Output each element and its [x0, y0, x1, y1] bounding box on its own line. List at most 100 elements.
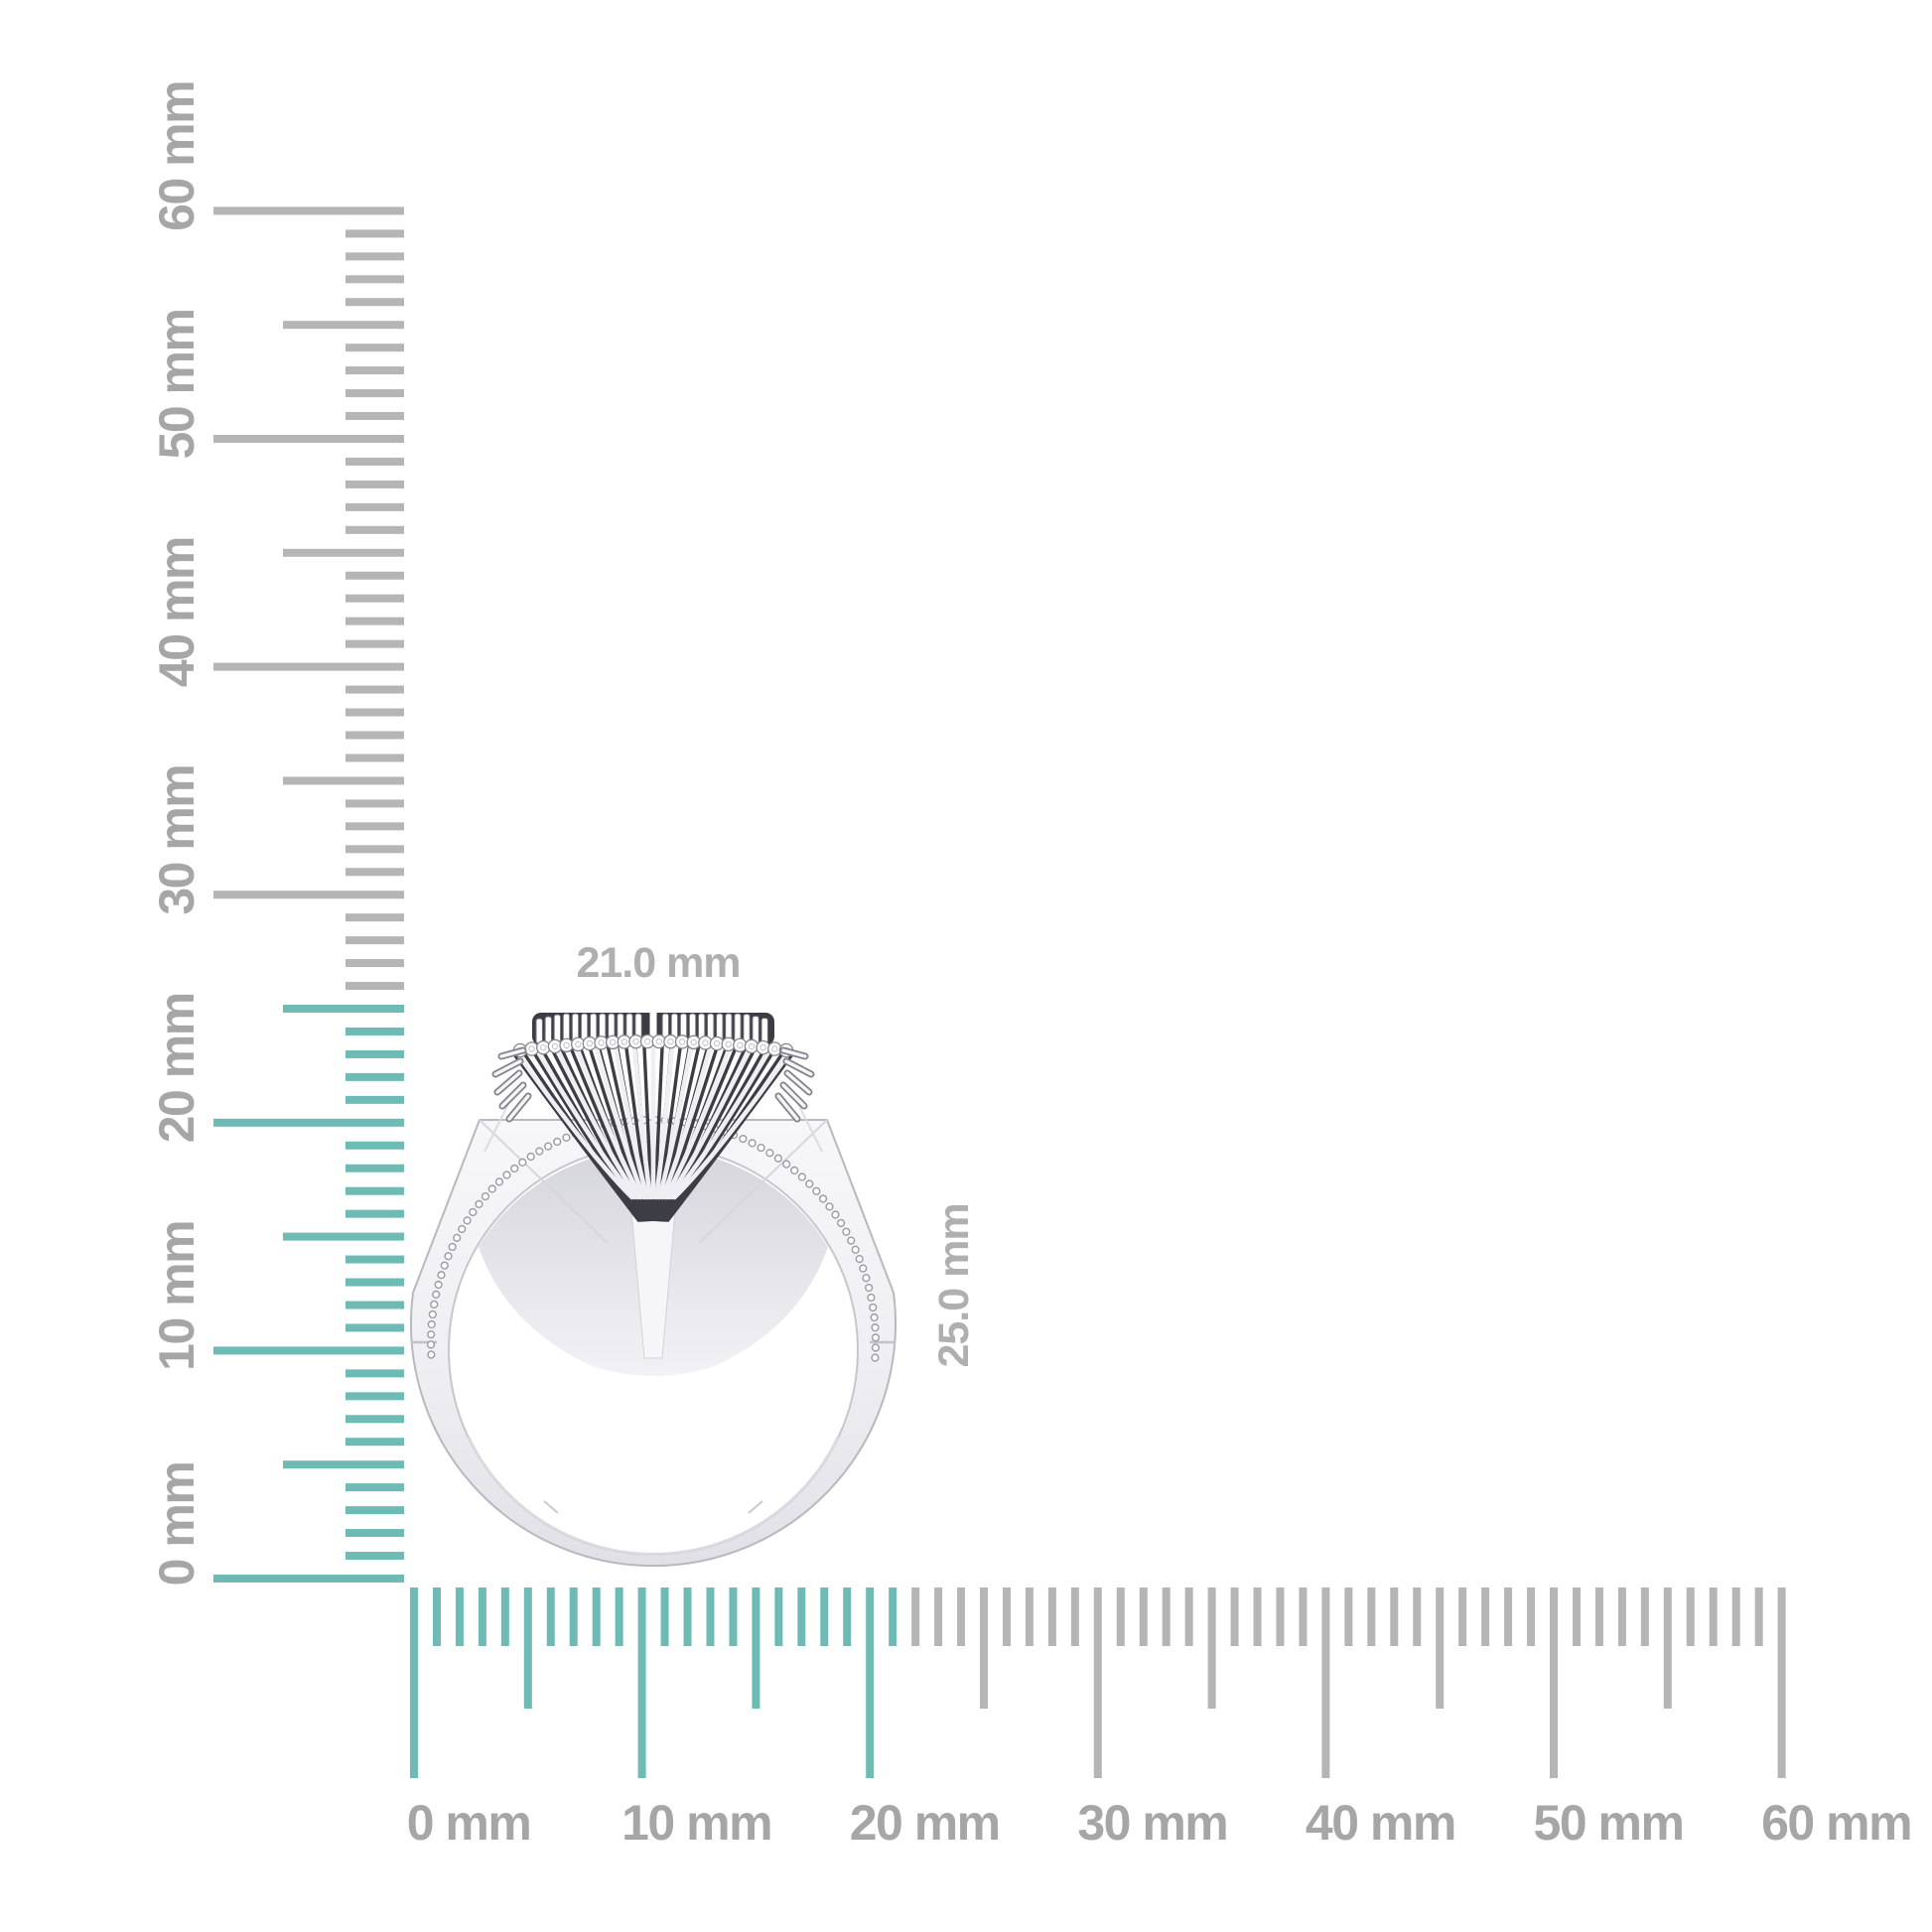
halo-diamond-facet: [551, 1042, 559, 1050]
v-ruler-tick-53mm: [345, 366, 404, 375]
crown-baguette: [760, 1017, 768, 1044]
h-ruler-tick-16mm: [774, 1587, 783, 1646]
v-ruler-tick-19mm: [345, 1141, 404, 1150]
v-ruler-tick-27mm: [345, 959, 404, 968]
h-ruler-tick-48mm: [1504, 1587, 1513, 1646]
halo-diamond-facet: [528, 1045, 535, 1052]
milgrain-dot: [481, 1191, 490, 1201]
milgrain-dot: [805, 1179, 814, 1188]
halo-diamond-facet: [575, 1040, 582, 1048]
v-ruler-tick-5mm: [283, 1460, 404, 1469]
side-prong-highlight: [784, 1059, 813, 1076]
h-ruler-tick-59mm: [1754, 1587, 1763, 1646]
shoulder-facet-left: [479, 1119, 609, 1244]
h-ruler-tick-43mm: [1390, 1587, 1399, 1646]
v-ruler-tick-8mm: [345, 1392, 404, 1401]
milgrain-dot: [469, 1207, 478, 1217]
h-ruler-tick-6mm: [546, 1587, 555, 1646]
h-ruler-tick-38mm: [1276, 1587, 1285, 1646]
v-ruler-tick-29mm: [345, 913, 404, 922]
v-ruler-label-50mm: 50 mm: [149, 310, 205, 460]
v-ruler-tick-52mm: [345, 389, 404, 398]
milgrain-dot: [837, 1218, 846, 1228]
crown-baguette: [544, 1016, 552, 1044]
halo-diamond-facet: [632, 1037, 639, 1045]
milgrain-dot: [773, 1154, 783, 1163]
v-ruler-tick-3mm: [345, 1506, 404, 1515]
v-ruler-tick-1mm: [345, 1552, 404, 1561]
side-prong-highlight: [499, 1048, 525, 1058]
h-ruler-tick-23mm: [934, 1587, 943, 1646]
milgrain-dot: [851, 1245, 860, 1254]
milgrain-dot: [518, 1158, 527, 1167]
milgrain-dot: [870, 1312, 879, 1322]
h-ruler-label-50mm: 50 mm: [1534, 1795, 1684, 1851]
h-ruler-tick-41mm: [1344, 1587, 1353, 1646]
milgrain-dot: [862, 1274, 871, 1283]
h-ruler-tick-26mm: [1002, 1587, 1011, 1646]
ring-side-prongs: [491, 1046, 815, 1123]
h-ruler-tick-12mm: [683, 1587, 692, 1646]
v-ruler-tick-4mm: [345, 1483, 404, 1492]
ring-basket: [512, 1039, 794, 1223]
h-ruler-tick-14mm: [729, 1587, 738, 1646]
v-ruler-tick-42mm: [345, 617, 404, 625]
milgrain-dot: [847, 1236, 856, 1245]
hole-notch-left: [543, 1500, 559, 1514]
crown-baguette: [752, 1015, 759, 1044]
milgrain-dot: [859, 1264, 868, 1273]
halo-diamond-facet: [598, 1039, 605, 1046]
milgrain-dot: [812, 1186, 821, 1195]
h-ruler-tick-57mm: [1709, 1587, 1718, 1646]
h-ruler-label-20mm: 20 mm: [850, 1795, 1000, 1851]
milgrain-dot: [444, 1252, 453, 1261]
v-ruler-tick-49mm: [345, 457, 404, 466]
v-ruler-tick-18mm: [345, 1164, 404, 1173]
milgrain-dot: [526, 1152, 535, 1162]
h-ruler-tick-52mm: [1594, 1587, 1603, 1646]
halo-diamond-facet: [655, 1037, 662, 1045]
v-ruler-tick-38mm: [345, 708, 404, 717]
h-ruler-tick-13mm: [706, 1587, 715, 1646]
h-ruler-tick-24mm: [957, 1587, 966, 1646]
v-ruler-tick-11mm: [345, 1323, 404, 1332]
shoulder-score-left: [483, 1103, 509, 1153]
side-prong-highlight: [507, 1094, 530, 1121]
ring-halo-diamonds: [512, 1034, 794, 1058]
v-ruler-tick-57mm: [345, 275, 404, 284]
h-ruler-tick-47mm: [1481, 1587, 1490, 1646]
h-ruler-tick-39mm: [1299, 1587, 1308, 1646]
milgrain-dot: [426, 1340, 436, 1349]
milgrain-dot: [765, 1149, 774, 1158]
basket-prong: [613, 1042, 650, 1200]
v-ruler-tick-31mm: [345, 868, 404, 877]
crown-baguette: [553, 1014, 562, 1044]
h-ruler-tick-1mm: [432, 1587, 441, 1646]
halo-diamond-facet: [610, 1038, 617, 1046]
milgrain-dot: [748, 1139, 757, 1148]
v-ruler-tick-12mm: [345, 1301, 404, 1310]
basket-prong: [575, 1045, 644, 1200]
v-ruler-tick-55mm: [283, 321, 404, 330]
h-ruler-tick-33mm: [1162, 1587, 1171, 1646]
h-ruler-tick-37mm: [1253, 1587, 1262, 1646]
h-ruler-tick-44mm: [1413, 1587, 1422, 1646]
crown-center-split: [649, 1010, 657, 1041]
h-ruler-tick-49mm: [1527, 1587, 1536, 1646]
v-ruler-tick-26mm: [345, 982, 404, 991]
v-ruler-tick-48mm: [345, 480, 404, 488]
v-ruler-tick-46mm: [345, 525, 404, 534]
v-ruler-tick-7mm: [345, 1415, 404, 1424]
v-ruler-tick-41mm: [345, 639, 404, 648]
basket-prong: [631, 1041, 653, 1200]
h-ruler-tick-7mm: [569, 1587, 578, 1646]
milgrain-dot: [440, 1261, 449, 1270]
horizontal-ruler: 0 mm 10 mm 20 mm 30 mm 40 mm 50 mm 60 mm: [407, 1587, 1913, 1851]
h-ruler-tick-42mm: [1367, 1587, 1376, 1646]
milgrain-dot: [427, 1350, 436, 1359]
h-ruler-tick-11mm: [660, 1587, 669, 1646]
milgrain-dot: [437, 1271, 446, 1280]
h-ruler-tick-31mm: [1116, 1587, 1125, 1646]
v-ruler-tick-0mm: [213, 1575, 404, 1583]
h-ruler-tick-58mm: [1731, 1587, 1740, 1646]
